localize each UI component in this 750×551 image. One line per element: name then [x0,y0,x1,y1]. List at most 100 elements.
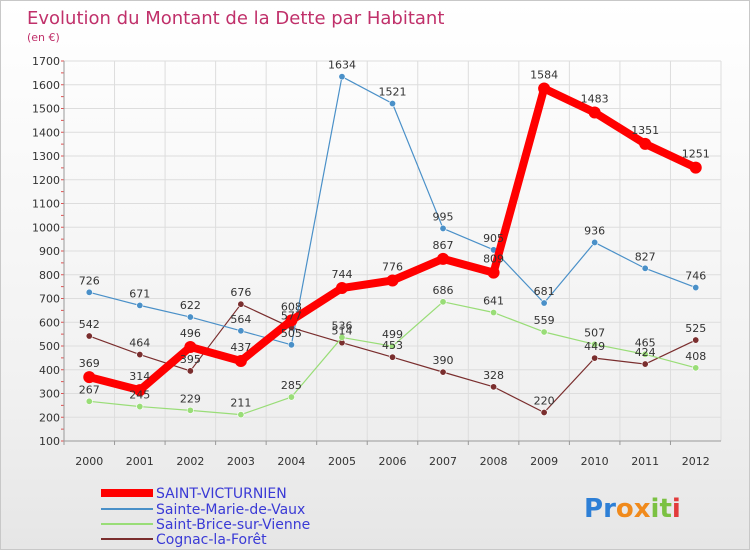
y-tick-label: 1000 [32,221,60,234]
data-point [439,224,447,232]
data-label: 641 [483,295,504,308]
data-label: 827 [635,250,656,263]
data-label: 995 [433,210,454,223]
data-label: 564 [230,313,251,326]
data-point [439,368,447,376]
data-point [85,397,93,405]
y-tick-label: 1500 [32,103,60,116]
data-label: 525 [685,322,706,335]
data-label: 437 [230,341,251,354]
data-label: 390 [433,354,454,367]
data-label: 285 [281,379,302,392]
data-point [85,332,93,340]
data-point [184,340,197,353]
data-label: 1483 [581,93,609,106]
data-label: 744 [331,268,352,281]
data-label: 507 [584,326,605,339]
data-label: 505 [281,327,302,340]
data-point [490,383,498,391]
data-point [487,266,500,279]
x-tick-label: 2007 [429,455,457,468]
data-label: 449 [584,340,605,353]
y-tick-label: 400 [39,364,60,377]
data-label: 496 [180,327,201,340]
data-point [133,384,146,397]
data-label: 465 [635,336,656,349]
data-label: 1584 [530,69,558,82]
x-tick-label: 2011 [631,455,659,468]
data-label: 622 [180,299,201,312]
data-point [490,309,498,317]
data-point [136,301,144,309]
data-label: 369 [79,357,100,370]
data-label: 314 [129,370,150,383]
data-point [237,411,245,419]
data-label: 220 [534,395,555,408]
chart-subtitle: (en €) [27,31,60,44]
data-point [186,367,194,375]
x-tick-label: 2012 [682,455,710,468]
y-tick-label: 700 [39,293,60,306]
x-tick-label: 2001 [126,455,154,468]
data-point [437,252,450,265]
data-point [237,300,245,308]
y-tick-label: 500 [39,340,60,353]
data-point [388,342,396,350]
data-label: 424 [635,346,656,359]
data-point [692,336,700,344]
data-label: 676 [230,286,251,299]
data-point [692,284,700,292]
legend-label: Cognac-la-Forêt [156,532,267,548]
data-point [641,264,649,272]
y-tick-label: 1300 [32,150,60,163]
x-tick-label: 2006 [379,455,407,468]
logo-letter: r [603,494,616,524]
data-point [338,333,346,341]
data-label: 542 [79,318,100,331]
legend-label: SAINT-VICTURNIEN [156,486,287,502]
data-point [591,340,599,348]
data-label: 536 [331,319,352,332]
data-point [692,364,700,372]
data-point [338,73,346,81]
logo-letter: t [659,494,671,524]
data-labels: 369 314 496 437 608 744 776 867 809 1584 1483 1351 1… [79,59,710,410]
data-label: 809 [483,253,504,266]
data-label: 1251 [682,148,710,161]
data-point [540,408,548,416]
data-point [439,298,447,306]
data-point [136,403,144,411]
logo-letter: P [584,494,603,524]
data-point [85,288,93,296]
data-label: 681 [534,285,555,298]
x-tick-label: 2010 [581,455,609,468]
data-label: 867 [433,239,454,252]
data-point [237,327,245,335]
x-tick-label: 2004 [277,455,305,468]
x-tick-label: 2002 [176,455,204,468]
data-point [136,351,144,359]
y-tick-label: 100 [39,435,60,448]
logo-letter: i [651,494,660,524]
data-label: 936 [584,224,605,237]
data-label: 267 [79,383,100,396]
data-label: 1521 [379,86,407,99]
data-point [388,100,396,108]
data-label: 776 [382,260,403,273]
data-point [388,353,396,361]
y-tick-label: 200 [39,411,60,424]
data-point [287,341,295,349]
data-label: 905 [483,232,504,245]
data-point [689,161,702,174]
y-tick-label: 800 [39,269,60,282]
data-point [639,137,652,150]
data-point [83,371,96,384]
y-tick-label: 1400 [32,126,60,139]
x-tick-label: 2005 [328,455,356,468]
data-label: 395 [180,353,201,366]
y-tick-label: 1700 [32,55,60,68]
logo-letter: x [634,494,651,524]
chart-title: Evolution du Montant de la Dette par Hab… [27,8,444,29]
